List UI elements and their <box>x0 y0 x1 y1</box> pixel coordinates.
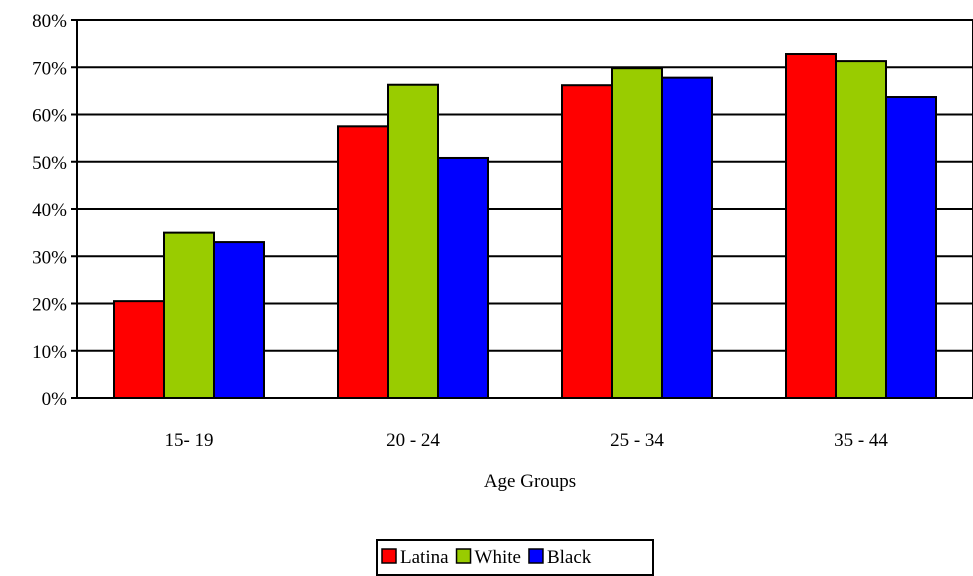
legend-swatch-white <box>455 548 472 564</box>
legend-label-white: White <box>475 547 521 568</box>
y-tick-label: 50% <box>32 153 67 174</box>
y-tick-label: 60% <box>32 106 67 127</box>
y-tick-label: 40% <box>32 200 67 221</box>
x-tick-label: 25 - 34 <box>610 430 664 451</box>
x-axis-title: Age Groups <box>484 471 576 492</box>
legend-swatch-latina <box>381 548 397 564</box>
y-tick-label: 30% <box>32 247 67 268</box>
bar-latina <box>337 125 389 399</box>
x-tick-label: 20 - 24 <box>386 430 440 451</box>
bar-black <box>213 241 265 399</box>
y-tick-label: 80% <box>32 11 67 32</box>
y-tick-label: 0% <box>42 389 68 410</box>
y-axis-ticks: 0% 10% 20% 30% 40% 50% 60% 70% 80% <box>32 11 77 410</box>
bar-white <box>387 83 439 399</box>
legend-label-latina: Latina <box>400 547 449 568</box>
legend-swatch-black <box>528 548 544 564</box>
bar-black <box>661 76 713 400</box>
bar-black <box>885 96 937 400</box>
bar-white <box>163 231 215 399</box>
y-tick-label: 70% <box>32 58 67 79</box>
legend: Latina White Black <box>376 539 654 576</box>
y-tick-label: 10% <box>32 342 67 363</box>
bar-latina <box>561 84 613 400</box>
x-axis-ticks: 15- 19 20 - 24 25 - 34 35 - 44 <box>164 430 888 451</box>
bar-latina <box>113 300 165 400</box>
legend-frame <box>376 539 654 576</box>
legend-label-black: Black <box>547 547 592 568</box>
x-tick-label: 35 - 44 <box>834 430 888 451</box>
bar-white <box>835 60 887 399</box>
bars <box>113 53 937 400</box>
bar-white <box>611 67 663 399</box>
bar-black <box>437 156 489 399</box>
bar-latina <box>785 53 837 400</box>
y-tick-label: 20% <box>32 295 67 316</box>
x-tick-label: 15- 19 <box>164 430 213 451</box>
